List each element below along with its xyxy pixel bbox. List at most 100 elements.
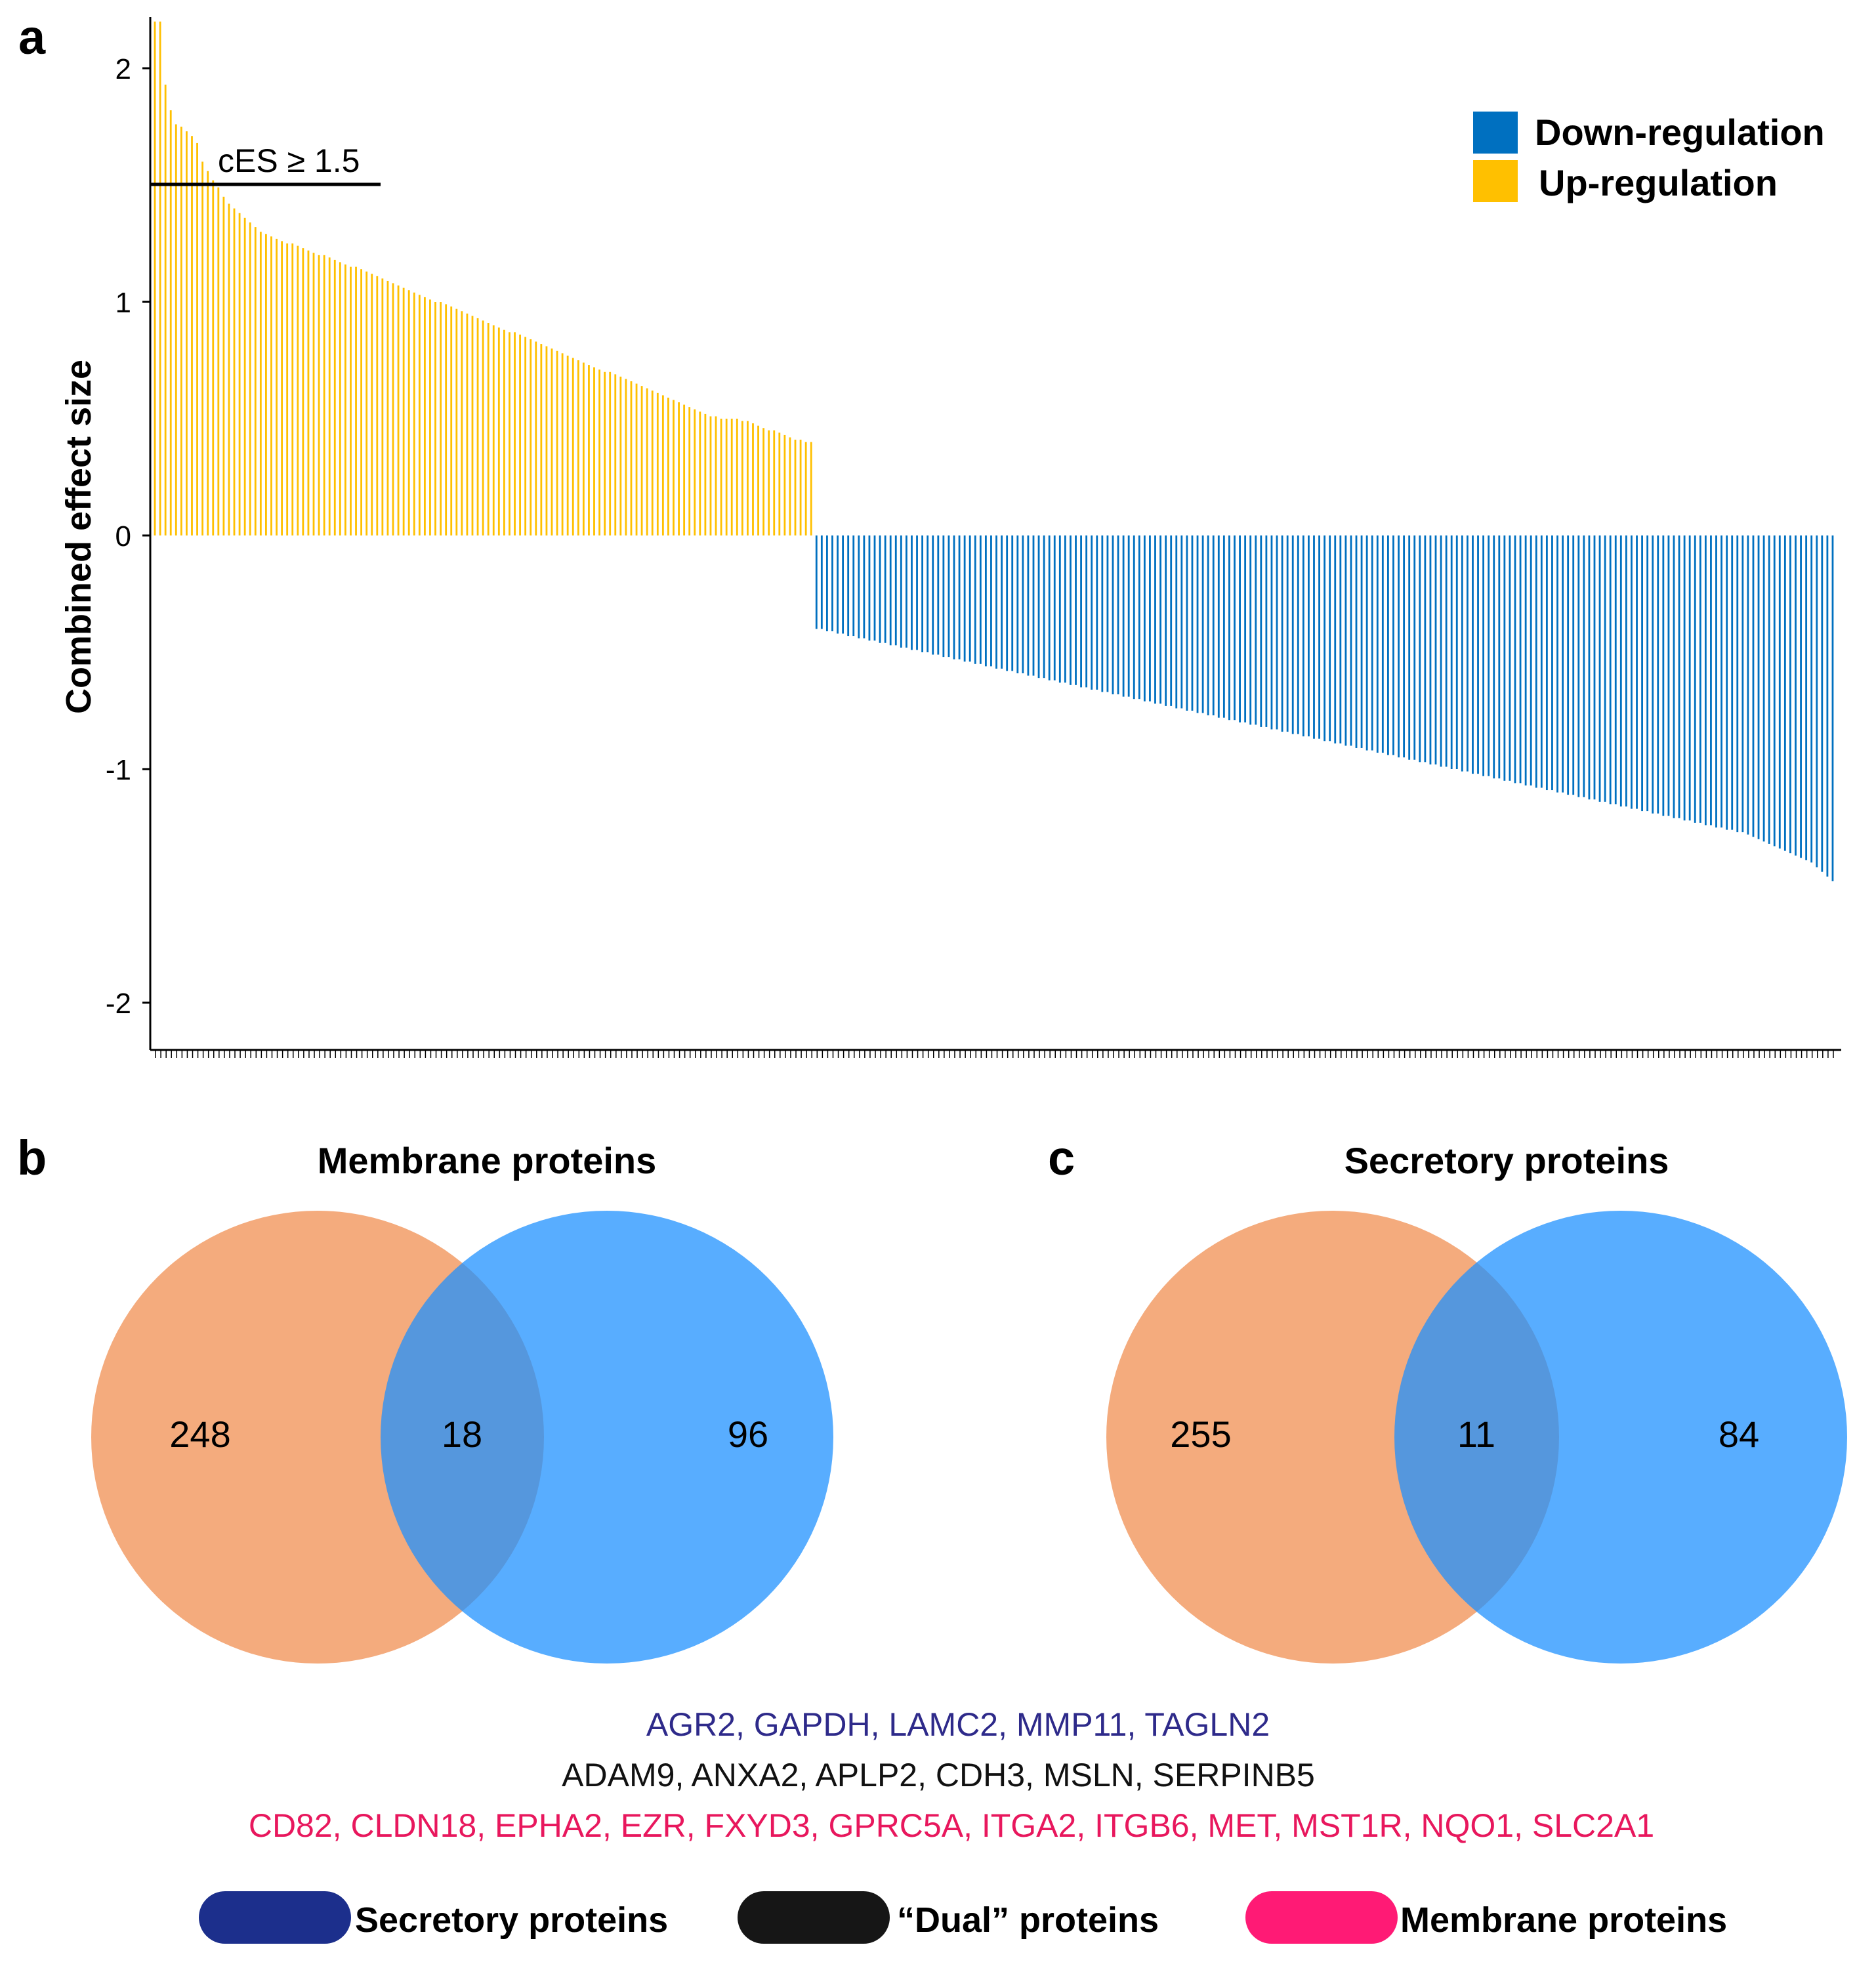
down-regulation-bars bbox=[815, 535, 1834, 881]
gene-list-dual: ADAM9, ANXA2, APLP2, CDH3, MSLN, SERPINB… bbox=[562, 1757, 1315, 1793]
down-regulation-bar bbox=[1387, 535, 1389, 755]
down-regulation-bar bbox=[1789, 535, 1791, 854]
down-regulation-bar bbox=[1413, 535, 1416, 760]
up-regulation-bar bbox=[217, 187, 220, 535]
down-regulation-bar bbox=[868, 535, 871, 641]
down-regulation-bar bbox=[1726, 535, 1728, 830]
up-regulation-bar bbox=[307, 250, 310, 535]
up-regulation-bar bbox=[646, 388, 648, 535]
up-regulation-bar bbox=[418, 295, 421, 535]
down-regulation-bar bbox=[1122, 535, 1125, 697]
up-regulation-bar bbox=[524, 337, 527, 535]
key-swatch-secretory bbox=[199, 1891, 351, 1944]
down-regulation-bar bbox=[1773, 535, 1776, 847]
up-regulation-bar bbox=[344, 264, 346, 535]
down-regulation-bar bbox=[1117, 535, 1119, 695]
down-regulation-bar bbox=[1165, 535, 1167, 706]
up-regulation-bar bbox=[407, 290, 410, 535]
down-regulation-bar bbox=[1519, 535, 1522, 784]
down-regulation-bar bbox=[1043, 535, 1045, 679]
up-regulation-bar bbox=[291, 243, 294, 535]
up-regulation-bar bbox=[238, 213, 241, 535]
up-regulation-bar bbox=[551, 348, 553, 535]
up-regulation-bar bbox=[423, 297, 426, 535]
up-regulation-bar bbox=[302, 248, 304, 535]
down-regulation-bar bbox=[1419, 535, 1421, 763]
key-label-membrane: Membrane proteins bbox=[1400, 1900, 1727, 1940]
down-regulation-bar bbox=[1302, 535, 1304, 737]
up-regulation-bar bbox=[794, 440, 797, 535]
up-regulation-bar bbox=[725, 419, 728, 535]
down-regulation-bar bbox=[884, 535, 886, 643]
down-regulation-bar bbox=[1329, 535, 1331, 742]
down-regulation-bar bbox=[1472, 535, 1474, 774]
venn-count-right-only: 96 bbox=[728, 1413, 768, 1455]
up-regulation-bar bbox=[450, 306, 453, 535]
up-regulation-bar bbox=[207, 171, 209, 535]
down-regulation-bar bbox=[1683, 535, 1686, 821]
up-regulation-bar bbox=[768, 430, 770, 535]
up-regulation-bar bbox=[476, 318, 479, 535]
down-regulation-bar bbox=[1037, 535, 1040, 679]
up-regulation-bar bbox=[233, 208, 236, 535]
y-tick-label: -1 bbox=[106, 754, 131, 786]
up-regulation-bar bbox=[180, 127, 182, 535]
up-regulation-bar bbox=[254, 227, 257, 535]
up-regulation-bar bbox=[497, 327, 500, 535]
down-regulation-bar bbox=[1222, 535, 1225, 718]
down-regulation-bar bbox=[1455, 535, 1458, 769]
down-regulation-bar bbox=[1022, 535, 1024, 674]
up-regulation-bar bbox=[609, 371, 612, 535]
up-regulation-bar bbox=[492, 325, 495, 535]
up-regulation-bar bbox=[397, 285, 400, 535]
down-regulation-bar bbox=[1662, 535, 1665, 816]
y-tick-label: 0 bbox=[115, 520, 131, 553]
down-regulation-bar bbox=[1450, 535, 1453, 769]
gene-list-membrane: CD82, CLDN18, EPHA2, EZR, FXYD3, GPRC5A,… bbox=[249, 1807, 1654, 1844]
up-regulation-bar bbox=[640, 386, 643, 535]
down-regulation-bar bbox=[1816, 535, 1818, 868]
up-regulation-bar bbox=[323, 255, 325, 535]
up-regulation-bar bbox=[455, 308, 458, 535]
up-regulation-bar bbox=[333, 259, 336, 535]
up-regulation-bar bbox=[783, 434, 786, 535]
up-regulation-bar bbox=[598, 369, 600, 535]
down-regulation-bar bbox=[1027, 535, 1030, 676]
down-regulation-bar bbox=[1234, 535, 1236, 721]
up-regulation-bar bbox=[350, 266, 352, 535]
down-regulation-bar bbox=[847, 535, 850, 637]
up-regulation-bar bbox=[339, 262, 341, 535]
venn-title-secretory: Secretory proteins bbox=[1344, 1140, 1669, 1181]
down-regulation-bar bbox=[1598, 535, 1601, 802]
down-regulation-bar bbox=[1604, 535, 1606, 802]
up-regulation-bar bbox=[392, 283, 394, 535]
up-regulation-bar bbox=[312, 253, 315, 535]
up-regulation-bar bbox=[773, 430, 776, 535]
down-regulation-bar bbox=[1133, 535, 1135, 700]
down-regulation-bar bbox=[1562, 535, 1564, 793]
down-regulation-bar bbox=[1524, 535, 1527, 785]
down-regulation-bar bbox=[1577, 535, 1580, 797]
down-regulation-bar bbox=[942, 535, 945, 658]
down-regulation-bar bbox=[1572, 535, 1575, 795]
down-regulation-bar bbox=[1244, 535, 1247, 722]
down-regulation-bar bbox=[1286, 535, 1289, 732]
down-regulation-bar bbox=[1720, 535, 1722, 827]
down-regulation-bar bbox=[1228, 535, 1230, 721]
legend-swatch-down-regulation bbox=[1473, 112, 1518, 154]
up-regulation-bar bbox=[799, 440, 802, 535]
up-regulation-bar bbox=[434, 302, 436, 535]
down-regulation-bar bbox=[1636, 535, 1638, 809]
down-regulation-bar bbox=[1757, 535, 1760, 839]
up-regulation-bar bbox=[381, 278, 384, 535]
down-regulation-bar bbox=[1715, 535, 1717, 827]
up-regulation-bar bbox=[667, 397, 669, 535]
up-regulation-bar bbox=[804, 442, 807, 535]
bar-chart: 2 1 0 -1 -2 cES ≥ 1.5 Combined effect size bbox=[59, 17, 1841, 1058]
down-regulation-bar bbox=[1609, 535, 1612, 805]
up-regulation-bar bbox=[519, 334, 521, 535]
venn-count-overlap: 11 bbox=[1457, 1413, 1495, 1455]
down-regulation-bar bbox=[1138, 535, 1140, 700]
down-regulation-bar bbox=[1783, 535, 1786, 851]
down-regulation-bar bbox=[1270, 535, 1273, 730]
